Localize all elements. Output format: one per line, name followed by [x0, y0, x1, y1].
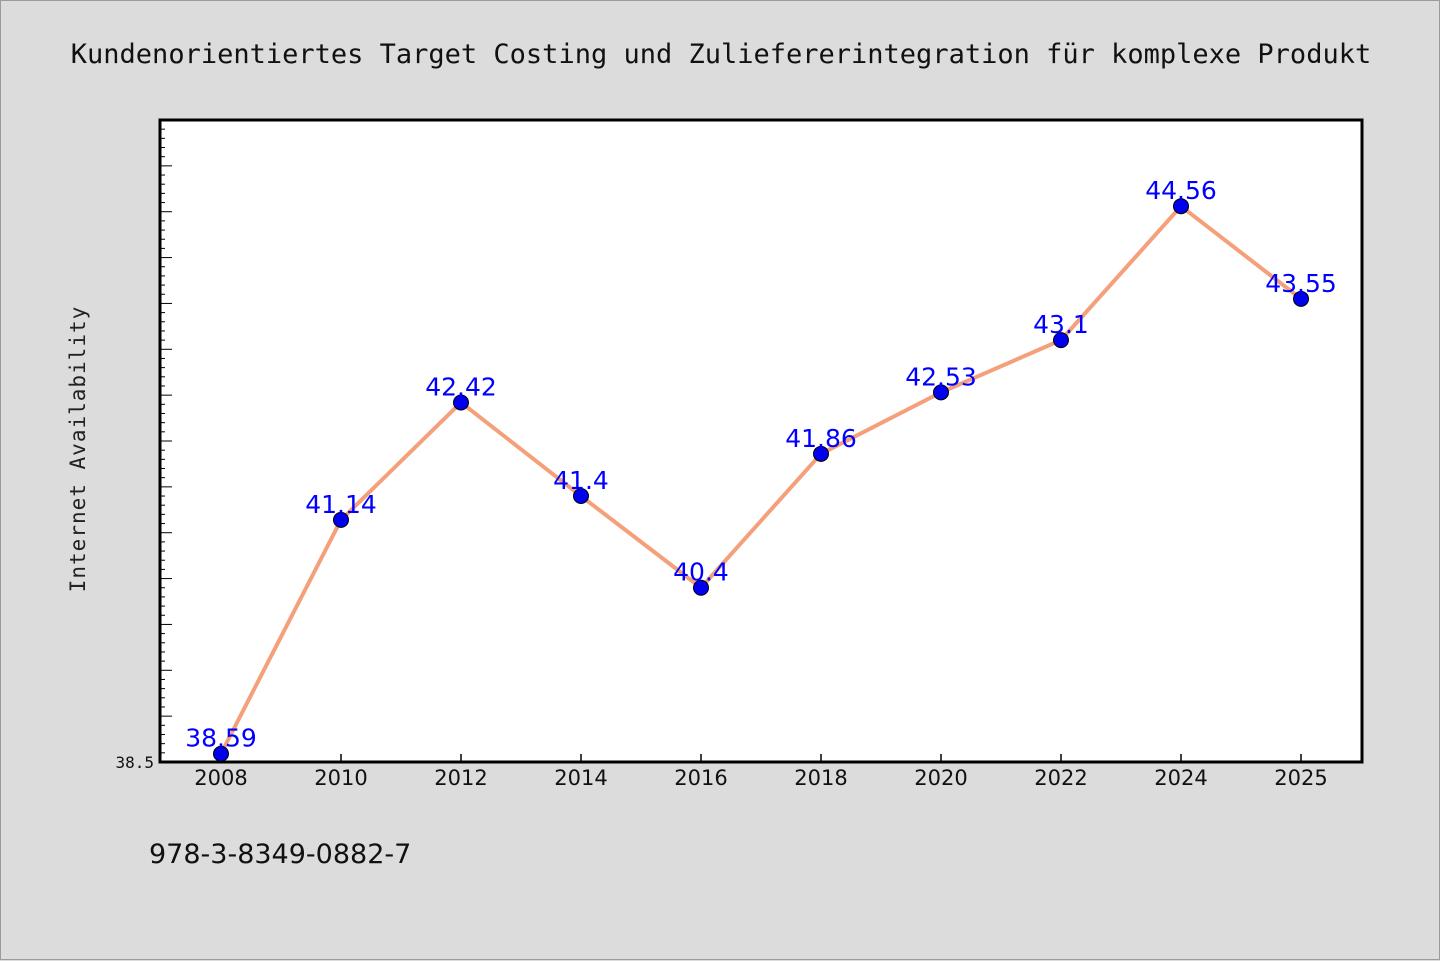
plot-area [158, 118, 1364, 764]
data-label: 41.4 [553, 466, 609, 495]
x-tick-label: 2018 [794, 766, 847, 790]
data-label: 43.1 [1033, 310, 1089, 339]
series-data-labels: 38.59 41.14 42.42 41.4 40.4 41.86 42.53 43.1 44.… [185, 176, 1337, 753]
x-tick-label: 2025 [1274, 766, 1327, 790]
x-tick-label: 2014 [554, 766, 607, 790]
x-axis-tick-labels: 2008 2010 2012 2014 2016 2018 2020 2022 2024 2025 [194, 766, 1327, 790]
data-label: 44.56 [1145, 176, 1217, 205]
data-label: 41.14 [305, 490, 377, 519]
data-label: 42.42 [425, 372, 497, 401]
data-point-marker [333, 511, 349, 528]
y-axis-tick-labels: 38.5 [115, 753, 154, 772]
data-label: 42.53 [905, 362, 977, 391]
isbn-footer: 978-3-8349-0882-7 [149, 839, 411, 870]
data-label: 43.55 [1265, 269, 1337, 298]
x-tick-label: 2020 [914, 766, 967, 790]
series-line [219, 204, 1303, 755]
data-point-marker [1053, 332, 1069, 349]
data-point-marker [213, 745, 229, 762]
data-point-marker [1293, 290, 1309, 307]
series-markers [213, 198, 1309, 762]
y-axis-label: Internet Availability [66, 306, 90, 593]
y-tick-label: 38.5 [115, 753, 154, 772]
x-tick-label: 2012 [434, 766, 487, 790]
x-axis-ticks [220, 754, 1302, 762]
data-point-marker [693, 579, 709, 596]
data-point-marker [933, 384, 949, 401]
data-point-marker [1173, 198, 1189, 215]
data-label: 41.86 [785, 424, 857, 453]
data-point-marker [453, 394, 469, 411]
data-point-marker [813, 445, 829, 462]
data-label: 40.4 [673, 558, 729, 587]
data-point-marker [573, 488, 589, 505]
x-tick-label: 2016 [674, 766, 727, 790]
x-tick-label: 2008 [194, 766, 247, 790]
x-tick-label: 2022 [1034, 766, 1087, 790]
x-tick-label: 2010 [314, 766, 367, 790]
data-label: 38.59 [185, 724, 257, 753]
x-tick-label: 2024 [1154, 766, 1207, 790]
y-axis-ticks [160, 128, 172, 754]
chart-title: Kundenorientiertes Target Costing und Zu… [71, 39, 1371, 70]
